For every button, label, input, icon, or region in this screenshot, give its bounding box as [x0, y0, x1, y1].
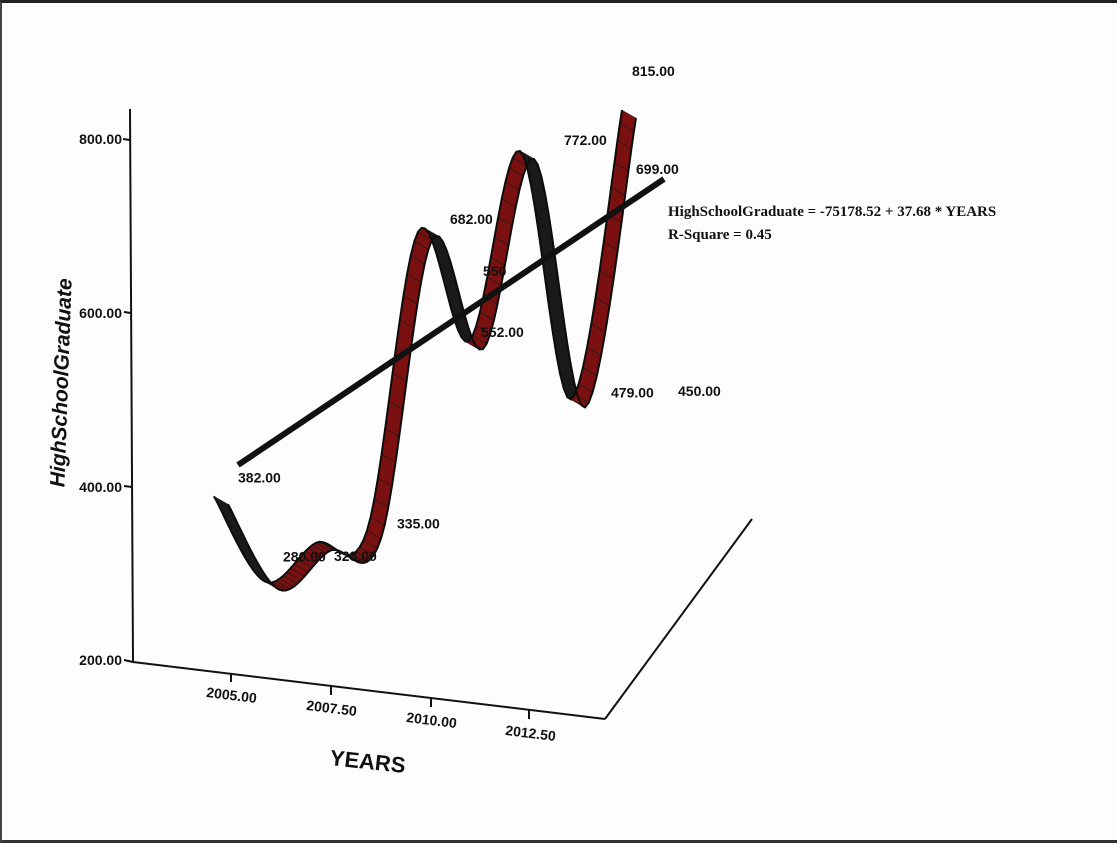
data-label: 552.00 — [481, 324, 524, 340]
y-tick-mark — [123, 485, 133, 488]
x-axis-line — [132, 661, 606, 720]
data-label: 323.00 — [334, 548, 377, 564]
x-ticks: 2005.00 2007.50 2010.00 2012.50 — [206, 673, 557, 744]
data-label: 682.00 — [450, 211, 493, 227]
data-label: 335.00 — [397, 516, 440, 532]
fit-line-group — [236, 176, 666, 468]
x-tick-label: 2007.50 — [306, 697, 358, 719]
y-tick-mark — [123, 311, 132, 314]
data-label: 479.00 — [611, 384, 654, 400]
extra-label: 550 — [483, 263, 507, 279]
chart-svg: 200.00 400.00 600.00 800.00 2005.00 2007… — [46, 63, 996, 778]
y-tick-label: 800.00 — [79, 131, 122, 147]
data-label: 382.00 — [238, 469, 281, 485]
y-tick-mark — [123, 659, 134, 663]
fit-r-square: R-Square = 0.45 — [668, 227, 772, 243]
fit-equation: HighSchoolGraduate = -75178.52 + 37.68 *… — [668, 204, 996, 220]
y-tick-label: 600.00 — [79, 305, 122, 321]
depth-axis-line — [604, 518, 753, 720]
y-axis-line — [129, 108, 134, 663]
data-labels: 382.00 280.00 323.00 335.00 682.00 552.00 772.… — [238, 63, 675, 564]
x-axis-title: YEARS — [329, 745, 407, 778]
y-tick-mark — [122, 138, 131, 141]
y-axis-title: HighSchoolGraduate — [46, 278, 76, 488]
data-label: 815.00 — [632, 63, 675, 79]
data-label: 280.00 — [283, 549, 326, 565]
fit-line — [236, 176, 666, 468]
y-ticks: 200.00 400.00 600.00 800.00 — [79, 131, 134, 668]
x-tick-label: 2010.00 — [406, 709, 458, 731]
data-label: 772.00 — [564, 132, 607, 148]
y-tick-label: 400.00 — [79, 479, 122, 495]
x-tick-label: 2012.50 — [505, 722, 557, 744]
y-tick-label: 200.00 — [79, 652, 122, 668]
extra-label: 450.00 — [678, 383, 721, 399]
x-tick-label: 2005.00 — [206, 684, 258, 706]
ribbon-back-edge — [213, 110, 623, 584]
extra-label: 699.00 — [636, 161, 679, 177]
